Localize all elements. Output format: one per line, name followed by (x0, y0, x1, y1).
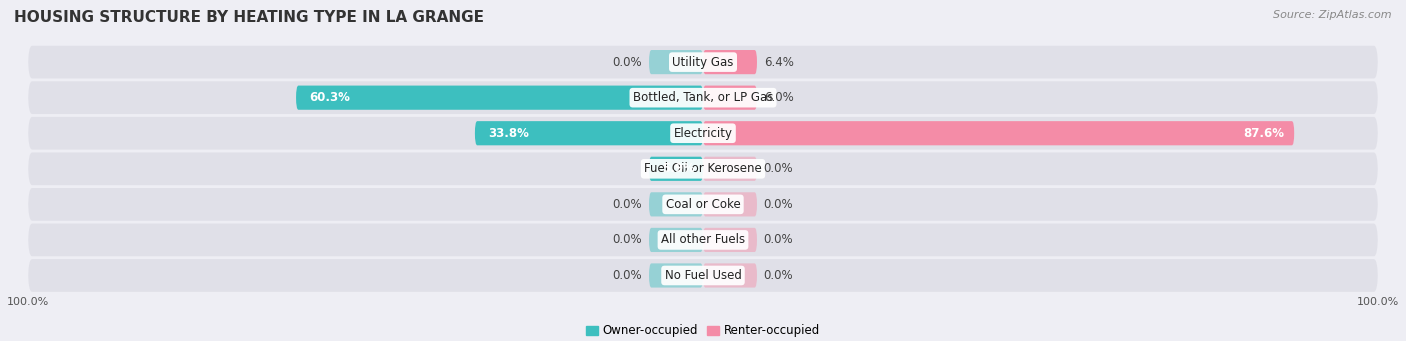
Text: HOUSING STRUCTURE BY HEATING TYPE IN LA GRANGE: HOUSING STRUCTURE BY HEATING TYPE IN LA … (14, 10, 484, 25)
Text: 87.6%: 87.6% (1243, 127, 1284, 140)
FancyBboxPatch shape (475, 121, 703, 145)
FancyBboxPatch shape (703, 121, 1294, 145)
Text: 0.0%: 0.0% (763, 162, 793, 175)
Text: 5.9%: 5.9% (662, 162, 696, 175)
Text: No Fuel Used: No Fuel Used (665, 269, 741, 282)
Text: 60.3%: 60.3% (309, 91, 350, 104)
FancyBboxPatch shape (650, 192, 703, 217)
Text: 33.8%: 33.8% (488, 127, 529, 140)
FancyBboxPatch shape (703, 86, 756, 110)
FancyBboxPatch shape (28, 224, 1378, 256)
FancyBboxPatch shape (28, 152, 1378, 185)
Legend: Owner-occupied, Renter-occupied: Owner-occupied, Renter-occupied (581, 320, 825, 341)
Text: Electricity: Electricity (673, 127, 733, 140)
FancyBboxPatch shape (650, 157, 703, 181)
Text: 0.0%: 0.0% (763, 269, 793, 282)
Text: Utility Gas: Utility Gas (672, 56, 734, 69)
FancyBboxPatch shape (28, 188, 1378, 221)
FancyBboxPatch shape (703, 50, 756, 74)
Text: 0.0%: 0.0% (763, 234, 793, 247)
FancyBboxPatch shape (703, 228, 756, 252)
FancyBboxPatch shape (703, 157, 756, 181)
FancyBboxPatch shape (650, 50, 703, 74)
FancyBboxPatch shape (650, 263, 703, 287)
Text: 6.4%: 6.4% (763, 56, 793, 69)
FancyBboxPatch shape (28, 259, 1378, 292)
FancyBboxPatch shape (650, 228, 703, 252)
Text: 0.0%: 0.0% (763, 198, 793, 211)
FancyBboxPatch shape (28, 81, 1378, 114)
Text: 0.0%: 0.0% (613, 269, 643, 282)
FancyBboxPatch shape (703, 192, 756, 217)
Text: Coal or Coke: Coal or Coke (665, 198, 741, 211)
FancyBboxPatch shape (28, 117, 1378, 150)
Text: All other Fuels: All other Fuels (661, 234, 745, 247)
Text: 0.0%: 0.0% (613, 198, 643, 211)
Text: Source: ZipAtlas.com: Source: ZipAtlas.com (1274, 10, 1392, 20)
Text: 6.0%: 6.0% (763, 91, 793, 104)
FancyBboxPatch shape (703, 263, 756, 287)
Text: 0.0%: 0.0% (613, 234, 643, 247)
Text: Bottled, Tank, or LP Gas: Bottled, Tank, or LP Gas (633, 91, 773, 104)
Text: Fuel Oil or Kerosene: Fuel Oil or Kerosene (644, 162, 762, 175)
Text: 0.0%: 0.0% (613, 56, 643, 69)
FancyBboxPatch shape (297, 86, 703, 110)
FancyBboxPatch shape (28, 46, 1378, 78)
